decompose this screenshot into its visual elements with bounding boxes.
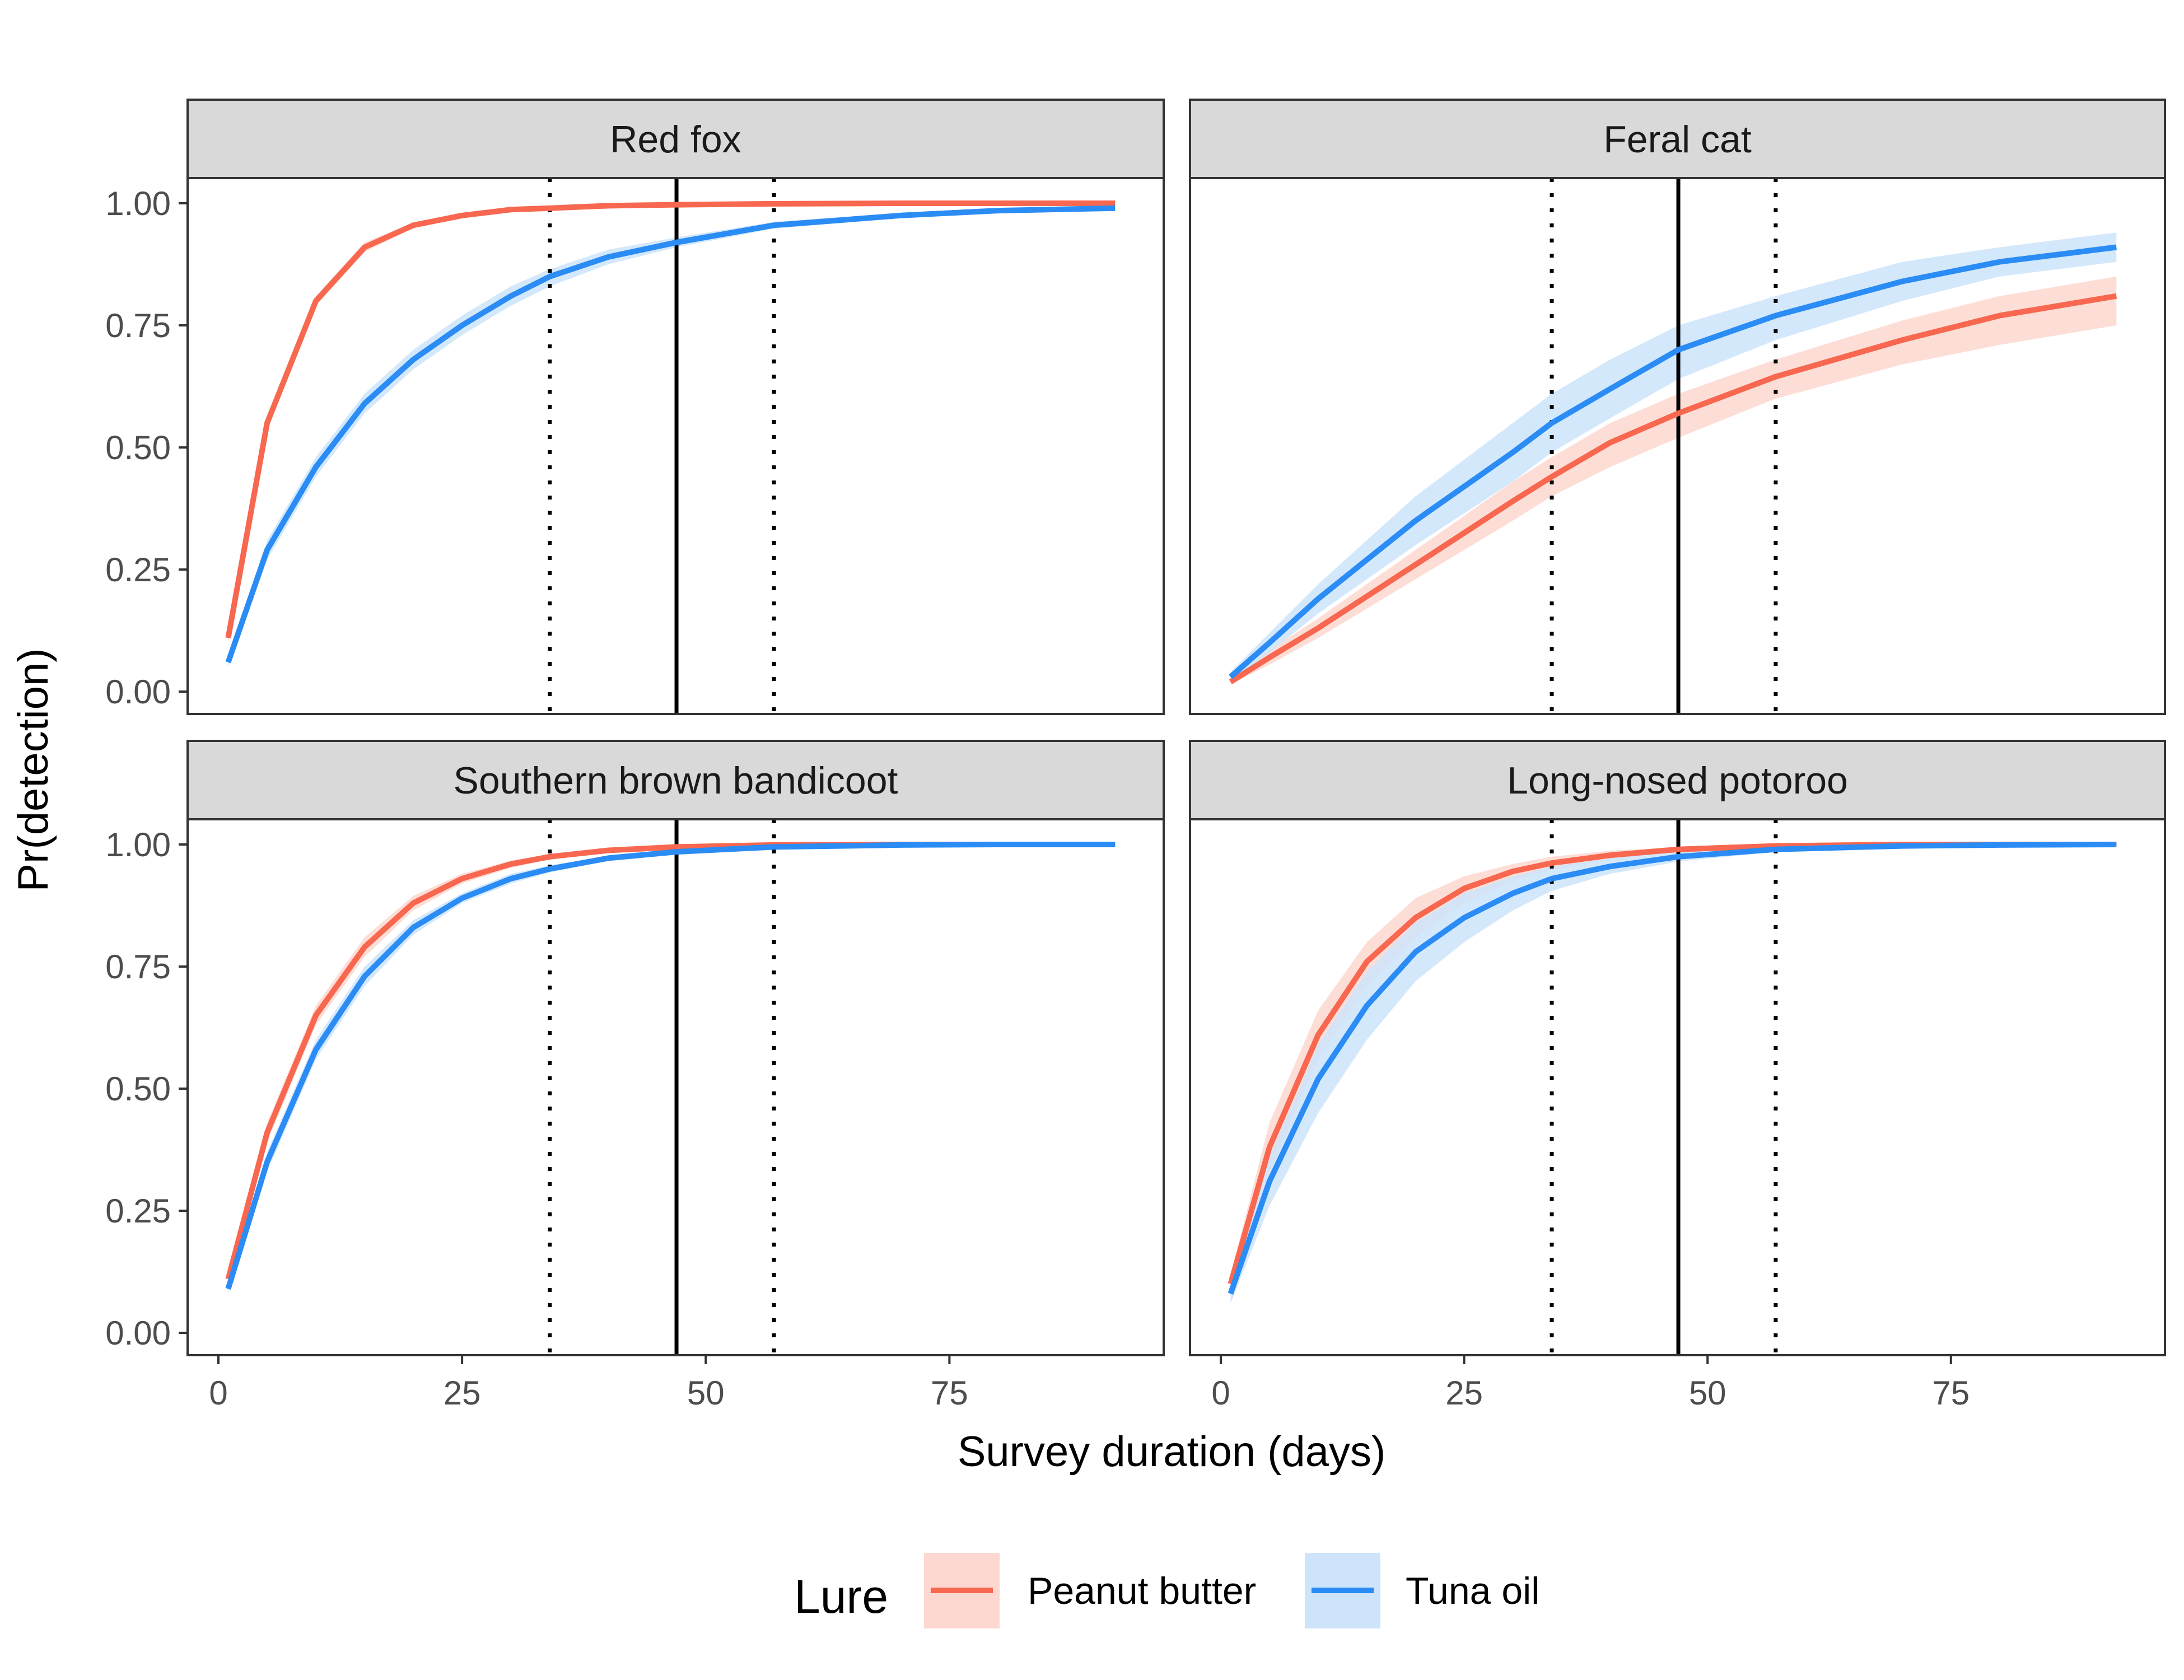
panel-title: Feral cat xyxy=(1603,118,1752,161)
y-tick-label: 0.75 xyxy=(105,307,171,344)
y-tick-label: 0.50 xyxy=(105,429,171,466)
panel-title: Long-nosed potoroo xyxy=(1507,759,1848,802)
panel-border xyxy=(186,177,1165,715)
x-tick-label: 25 xyxy=(1445,1374,1483,1412)
y-tick-label: 0.25 xyxy=(105,1192,171,1230)
x-tick-label: 50 xyxy=(1689,1374,1726,1412)
y-tick-label: 0.00 xyxy=(105,673,171,711)
x-tick-label: 75 xyxy=(931,1374,968,1412)
y-axis-title: Pr(detection) xyxy=(10,648,57,892)
panel-title: Southern brown bandicoot xyxy=(454,759,898,802)
series-line-peanut-butter xyxy=(225,200,1116,638)
x-tick-label: 25 xyxy=(444,1374,481,1412)
ribbon-peanut-butter xyxy=(1230,276,2117,684)
panel-title: Red fox xyxy=(610,118,741,161)
series-line-tuna-oil xyxy=(1229,244,2117,679)
y-tick-label: 1.00 xyxy=(105,826,171,864)
panel-red-fox: Red fox 0.00 0.25 0.50 0.75 1.00 xyxy=(105,99,1165,715)
panel-strip xyxy=(186,99,1165,179)
series-line-tuna-oil xyxy=(225,842,1116,1290)
series-line-tuna-oil xyxy=(1228,842,2117,1295)
panel-border xyxy=(1189,177,2166,715)
y-tick-label: 1.00 xyxy=(105,185,171,222)
legend: Lure Peanut butter Tuna oil xyxy=(794,1553,1539,1628)
x-tick-label: 0 xyxy=(1211,1374,1230,1412)
x-tick-label: 75 xyxy=(1932,1374,1970,1412)
x-tick-label: 50 xyxy=(687,1374,725,1412)
panel-border xyxy=(1189,818,2166,1356)
y-tick-label: 0.00 xyxy=(105,1314,171,1352)
panel-southern-brown-bandicoot: Southern brown bandicoot 0.00 0.25 0.50 0.75… xyxy=(105,740,1165,1412)
series-line-tuna-oil xyxy=(225,205,1116,664)
y-tick-label: 0.50 xyxy=(105,1070,171,1108)
legend-label: Tuna oil xyxy=(1406,1570,1539,1612)
panels: Red fox 0.00 0.25 0.50 0.75 1.00 Feral cat Sout… xyxy=(105,99,2166,1412)
panel-feral-cat: Feral cat xyxy=(1189,99,2166,715)
y-tick-label: 0.75 xyxy=(105,948,171,986)
series-line-peanut-butter xyxy=(1229,293,2117,684)
panel-strip xyxy=(186,740,1165,820)
legend-label: Peanut butter xyxy=(1028,1570,1256,1612)
panel-border xyxy=(186,818,1165,1356)
x-axis-title: Survey duration (days) xyxy=(958,1428,1386,1476)
panel-long-nosed-potoroo: Long-nosed potoroo 0 25 50 75 xyxy=(1189,740,2166,1412)
y-tick-label: 0.25 xyxy=(105,551,171,589)
x-tick-label: 0 xyxy=(209,1374,227,1412)
legend-title: Lure xyxy=(794,1570,888,1623)
panel-strip xyxy=(1189,740,2166,820)
